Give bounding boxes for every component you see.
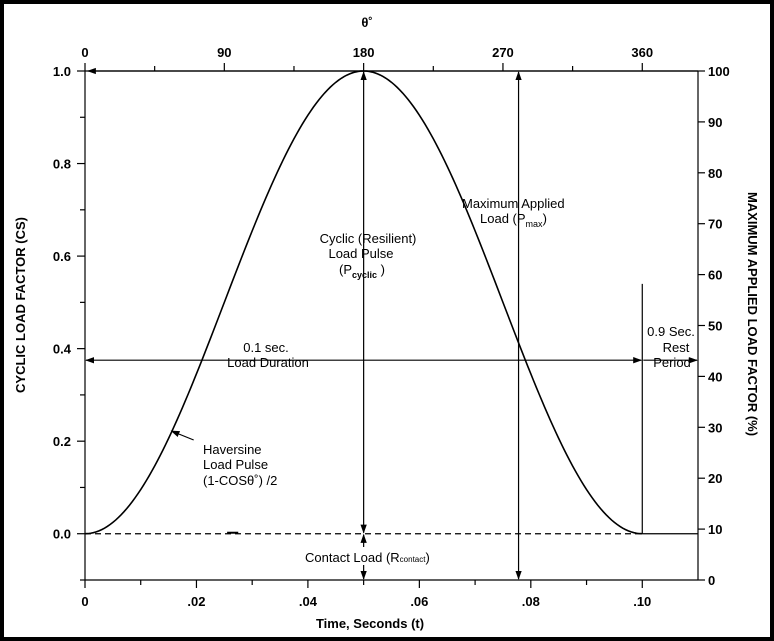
cyclic-pulse-line-3: (Pcyclic )	[339, 262, 385, 280]
haversine-line-3: (1-COSθ˚) /2	[203, 473, 277, 488]
cyclic-pulse-subscript: cyclic	[352, 270, 377, 280]
contact-load-subscript: contact	[400, 555, 427, 564]
haversine-pointer	[170, 430, 194, 441]
y-right-tick-label: 100	[708, 64, 730, 79]
x-tick-label: .10	[633, 594, 651, 609]
y-right-tick-label: 70	[708, 217, 722, 232]
y-left-tick-label: 1.0	[53, 64, 71, 79]
haversine-annotation: Haversine Load Pulse (1-COSθ˚) /2	[203, 442, 277, 488]
y-left-axis-title: CYCLIC LOAD FACTOR (CS)	[13, 217, 28, 393]
axis-ticks	[77, 63, 705, 588]
contact-load-line: Contact Load (Rcontact)	[305, 550, 430, 565]
cyclic-pulse-line-1: Cyclic (Resilient)	[320, 231, 417, 246]
y-right-tick-label: 0	[708, 573, 715, 588]
top-axis-title: θ˚	[361, 15, 372, 30]
cyclic-pulse-close: )	[377, 262, 385, 277]
contact-load-label-bg	[302, 547, 442, 565]
y-left-tick-label: 0.6	[53, 249, 71, 264]
tick-labels: 0 .02 .04 .06 .08 .10 0 90 180 270 360 0.0 0.2 0.4 0.6…	[53, 45, 730, 609]
y-right-tick-label: 40	[708, 369, 722, 384]
y-right-tick-label: 50	[708, 319, 722, 334]
y-left-tick-label: 0.2	[53, 434, 71, 449]
plot-box	[84, 70, 699, 581]
theta-tick-label: 90	[217, 45, 231, 60]
y-left-tick-label: 0.0	[53, 527, 71, 542]
max-load-close: )	[543, 211, 547, 226]
y-right-tick-label: 90	[708, 115, 722, 130]
rest-period-line-3: Period	[653, 355, 691, 370]
y-right-tick-label: 10	[708, 522, 722, 537]
load-duration-line-1: 0.1 sec.	[243, 340, 289, 355]
max-load-line-1: Maximum Applied	[462, 196, 565, 211]
haversine-line-1: Haversine	[203, 442, 262, 457]
load-duration-annotation: 0.1 sec. Load Duration	[227, 340, 309, 370]
max-load-annotation: Maximum Applied Load (Pmax)	[462, 196, 565, 229]
y-right-tick-label: 30	[708, 420, 722, 435]
contact-load-r: Contact Load (R	[305, 550, 400, 565]
max-load-subscript: max	[526, 219, 544, 229]
x-tick-label: .04	[299, 594, 318, 609]
y-left-tick-label: 0.8	[53, 157, 71, 172]
rest-period-line-2: Rest	[663, 340, 690, 355]
theta-tick-label: 360	[631, 45, 653, 60]
cyclic-pulse-line-2: Load Pulse	[328, 246, 393, 261]
y-right-tick-label: 80	[708, 166, 722, 181]
y-left-tick-label: 0.4	[53, 342, 72, 357]
dimension-arrows	[85, 71, 698, 580]
rest-period-line-1: 0.9 Sec.	[647, 324, 695, 339]
curve-layer	[84, 67, 698, 535]
x-tick-label: .08	[522, 594, 540, 609]
theta-tick-label: 270	[492, 45, 514, 60]
x-tick-label: .06	[410, 594, 428, 609]
x-axis-title: Time, Seconds (t)	[316, 616, 424, 631]
x-tick-label: .02	[187, 594, 205, 609]
max-load-line-2: Load (Pmax)	[480, 211, 547, 229]
cyclic-pulse-p: (P	[339, 262, 352, 277]
y-right-tick-label: 20	[708, 471, 722, 486]
theta-tick-label: 0	[81, 45, 88, 60]
max-load-p: Load (P	[480, 211, 526, 226]
load-duration-line-2: Load Duration	[227, 355, 309, 370]
x-tick-label: 0	[81, 594, 88, 609]
rest-period-annotation: 0.9 Sec. Rest Period	[647, 324, 695, 370]
y-right-axis-title: MAXIMUM APPLIED LOAD FACTOR (%)	[745, 192, 760, 436]
haversine-line-2: Load Pulse	[203, 457, 268, 472]
theta-tick-label: 180	[353, 45, 375, 60]
cyclic-pulse-annotation: Cyclic (Resilient) Load Pulse (Pcyclic )	[320, 231, 417, 280]
contact-load-annotation: Contact Load (Rcontact)	[302, 547, 442, 565]
contact-load-close: )	[425, 550, 429, 565]
y-right-tick-label: 60	[708, 268, 722, 283]
